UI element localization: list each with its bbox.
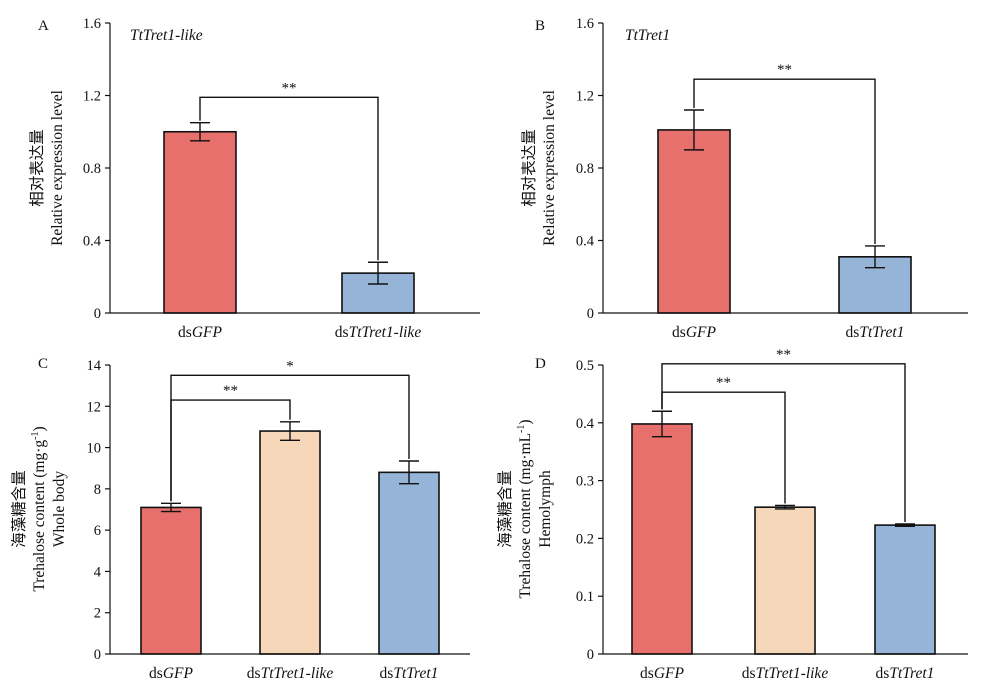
- y-axis-title: 海藻糖含量 Trehalose content (mg·mL-1) Hemoly…: [496, 419, 554, 598]
- y-tick-label: 0.2: [576, 531, 594, 547]
- y-tick-label: 0: [587, 306, 594, 322]
- y-tick-label: 1.2: [83, 89, 101, 105]
- x-tick-label: dsTtTret1-like: [247, 665, 334, 682]
- plot-area: 0 0.4 0.8 1.2 1.6 dsGFP dsTtTret1 **: [576, 16, 968, 341]
- y-axis-title-sample: Whole body: [51, 471, 68, 547]
- y-axis-title-cn: 相对表达量: [520, 129, 538, 207]
- y-tick-label: 6: [94, 523, 101, 539]
- plot-area: 0 2 4 6 8 10 12 14 dsGFP dsTtTret1-like dsTtTret1 *…: [87, 358, 470, 682]
- y-tick-label: 0: [94, 306, 101, 322]
- panel-b: B TtTret1 相对表达量 Relative expression leve…: [520, 16, 968, 341]
- significance-bracket: [199, 96, 379, 261]
- significance-label: **: [777, 62, 792, 78]
- y-axis-unit-sup: -1: [30, 432, 41, 440]
- bar: [140, 506, 202, 655]
- bar: [259, 430, 321, 655]
- plot-area: 0 0.4 0.8 1.2 1.6 dsGFP dsTtTret1-like **: [83, 16, 480, 341]
- x-tick-label: dsTtTret1: [380, 665, 439, 682]
- significance-label: **: [282, 80, 297, 96]
- x-tick-label: dsGFP: [672, 324, 716, 341]
- bar: [754, 506, 816, 655]
- significance-label: **: [776, 347, 791, 363]
- x-tick-label: dsGFP: [149, 665, 193, 682]
- bar: [657, 129, 731, 314]
- bar: [378, 471, 440, 655]
- panel-c: C 海藻糖含量 Trehalose content (mg·g-1) Whole…: [10, 356, 470, 682]
- y-tick-label: 10: [87, 441, 102, 457]
- x-tick-label: dsGFP: [640, 665, 684, 682]
- y-tick-label: 0.5: [576, 358, 594, 374]
- y-axis-title-sample: Hemolymph: [537, 470, 554, 548]
- y-tick-label: 1.6: [576, 16, 594, 32]
- y-tick-label: 0.1: [576, 589, 594, 605]
- y-axis-unit-sup: -1: [516, 425, 527, 433]
- y-axis-unit-close: ): [31, 426, 48, 431]
- y-axis-title-cn: 相对表达量: [28, 129, 46, 207]
- x-tick-label: dsTtTret1: [846, 324, 905, 341]
- x-tick-label: dsTtTret1-like: [335, 324, 422, 341]
- bar: [874, 524, 936, 655]
- y-tick-label: 0.4: [83, 234, 102, 250]
- x-tick-label: dsTtTret1-like: [742, 665, 829, 682]
- y-tick-label: 12: [87, 399, 102, 415]
- y-axis-title: 相对表达量 Relative expression level: [520, 90, 558, 246]
- y-tick-label: 0: [94, 647, 101, 663]
- y-axis-title-en: Relative expression level: [541, 90, 558, 246]
- panel-title: TtTret1-like: [130, 27, 203, 44]
- panel-letter: A: [38, 18, 49, 34]
- significance-bracket: [170, 374, 410, 502]
- y-tick-label: 0.8: [83, 161, 101, 177]
- y-tick-label: 8: [94, 482, 101, 498]
- plot-area: 0 0.1 0.2 0.3 0.4 0.5 dsGFP dsTtTret1-like dsTtT…: [576, 347, 968, 682]
- y-tick-label: 1.2: [576, 89, 594, 105]
- y-tick-label: 0.4: [576, 416, 595, 432]
- y-tick-label: 0: [587, 647, 594, 663]
- panel-letter: B: [535, 18, 545, 34]
- y-tick-label: 0.8: [576, 161, 594, 177]
- y-axis-unit-base: Trehalose content (mg·mL: [517, 433, 534, 599]
- y-axis-unit-close: ): [517, 419, 534, 424]
- y-tick-label: 0.4: [576, 234, 595, 250]
- y-axis-title-cn: 海藻糖含量: [496, 470, 514, 548]
- panel-a: A TtTret1-like 相对表达量 Relative expression…: [28, 16, 480, 341]
- significance-label: **: [716, 375, 731, 391]
- y-axis-title-en: Trehalose content (mg·g-1): [30, 426, 48, 591]
- y-axis-title: 海藻糖含量 Trehalose content (mg·g-1) Whole b…: [10, 426, 68, 591]
- y-axis-title-en: Relative expression level: [49, 90, 66, 246]
- y-tick-label: 14: [87, 358, 102, 374]
- significance-bracket: [661, 363, 906, 522]
- x-tick-label: dsTtTret1: [876, 665, 935, 682]
- panel-d: D 海藻糖含量 Trehalose content (mg·mL-1) Hemo…: [496, 347, 968, 682]
- y-axis-unit-base: Trehalose content (mg·g: [31, 440, 48, 592]
- panel-title: TtTret1: [625, 27, 670, 44]
- bar: [631, 423, 693, 655]
- bar: [838, 256, 912, 314]
- y-tick-label: 0.3: [576, 474, 594, 490]
- significance-label: **: [223, 383, 238, 399]
- panel-letter: C: [38, 356, 48, 372]
- significance-bracket: [693, 78, 876, 244]
- y-axis-title-cn: 海藻糖含量: [10, 470, 28, 548]
- y-tick-label: 2: [94, 606, 101, 622]
- y-tick-label: 1.6: [83, 16, 101, 32]
- y-axis-title-en: Trehalose content (mg·mL-1): [516, 419, 534, 598]
- y-tick-label: 4: [94, 564, 102, 580]
- y-axis-title: 相对表达量 Relative expression level: [28, 90, 66, 246]
- bar: [163, 130, 237, 314]
- panel-letter: D: [535, 356, 546, 372]
- x-tick-label: dsGFP: [178, 324, 222, 341]
- significance-label: *: [286, 358, 294, 374]
